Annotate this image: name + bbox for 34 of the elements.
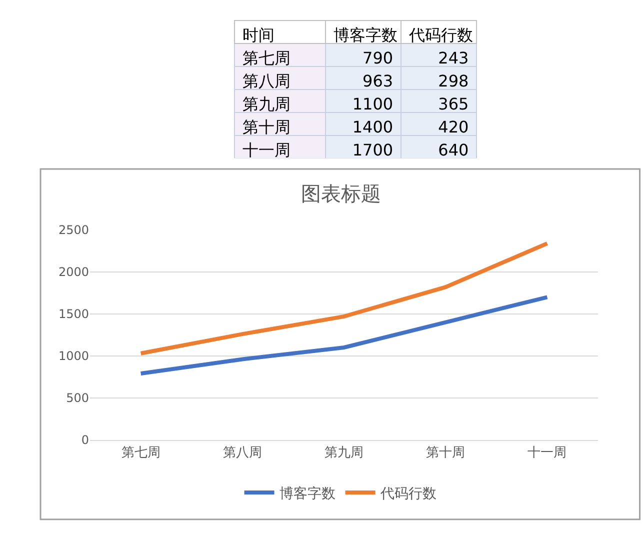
data-label: 1700	[352, 140, 394, 160]
legend-label: 代码行数	[379, 486, 436, 502]
y-tick-label: 2000	[58, 265, 90, 280]
x-tick-label: 第十周	[426, 445, 466, 460]
data-label: 1100	[352, 94, 394, 114]
data-label: 640	[438, 140, 469, 160]
category-label: 十一周	[242, 140, 291, 160]
series-label: 代码行数	[408, 25, 474, 44]
y-tick-label: 500	[66, 391, 90, 406]
legend-label: 博客字数	[279, 486, 336, 502]
data-label: 420	[438, 117, 469, 136]
category-label: 第十周	[242, 117, 291, 136]
data-label: 790	[362, 48, 394, 68]
data-label: 243	[438, 48, 469, 68]
y-tick-label: 2500	[58, 223, 90, 238]
line-series	[138, 241, 550, 356]
line-series	[138, 295, 550, 376]
text: 时间	[242, 25, 275, 44]
y-tick-label: 1500	[58, 307, 90, 322]
y-tick-label: 1000	[58, 349, 90, 364]
category-label: 第七周	[242, 48, 291, 68]
data-label: 298	[438, 71, 469, 90]
data-label: 365	[438, 94, 469, 114]
chart-title: 图表标题	[300, 181, 381, 206]
category-label: 第九周	[242, 94, 291, 114]
x-tick-label: 第八周	[222, 445, 262, 460]
series-label: 博客字数	[333, 25, 398, 44]
x-tick-label: 第七周	[121, 445, 160, 460]
y-tick-label: 0	[81, 432, 90, 447]
x-tick-label: 十一周	[528, 445, 567, 460]
data-label: 963	[362, 71, 394, 90]
data-label: 1400	[352, 117, 394, 136]
category-label: 第八周	[242, 71, 291, 90]
x-tick-label: 第九周	[324, 445, 364, 460]
